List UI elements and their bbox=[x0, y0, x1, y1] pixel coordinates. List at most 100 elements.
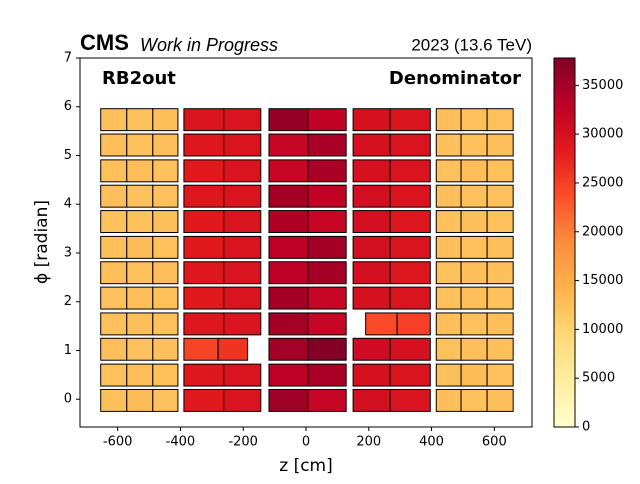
cell bbox=[100, 337, 128, 361]
cell bbox=[223, 210, 262, 234]
y-tick-label: 7 bbox=[64, 51, 72, 66]
x-tick-label: -400 bbox=[166, 435, 196, 450]
cell bbox=[152, 210, 179, 234]
cell bbox=[352, 261, 391, 285]
cell bbox=[389, 184, 431, 208]
colorbar-tick-label: 35000 bbox=[582, 78, 623, 93]
cell bbox=[307, 133, 347, 157]
cell bbox=[126, 184, 154, 208]
y-tick-label: 0 bbox=[64, 392, 72, 407]
cell bbox=[100, 210, 128, 234]
cell bbox=[183, 337, 219, 361]
y-tick-label: 6 bbox=[64, 99, 72, 114]
cell bbox=[486, 337, 514, 361]
cell bbox=[100, 133, 128, 157]
cell bbox=[183, 184, 225, 208]
cell bbox=[389, 286, 431, 310]
cell bbox=[100, 159, 128, 183]
cell bbox=[100, 312, 128, 336]
cell bbox=[435, 210, 462, 234]
x-tick-label: 400 bbox=[419, 435, 444, 450]
cell bbox=[126, 388, 154, 412]
region-label: RB2out bbox=[102, 68, 176, 89]
colorbar-tick-label: 5000 bbox=[582, 371, 615, 386]
cell bbox=[352, 286, 391, 310]
cell bbox=[460, 235, 488, 259]
cell bbox=[183, 286, 225, 310]
cell bbox=[435, 363, 462, 387]
status-label: Work in Progress bbox=[140, 35, 278, 55]
cell bbox=[126, 363, 154, 387]
cell bbox=[223, 184, 262, 208]
cell bbox=[352, 235, 391, 259]
cell bbox=[100, 286, 128, 310]
cell bbox=[152, 363, 179, 387]
cell bbox=[126, 337, 154, 361]
cell bbox=[307, 286, 347, 310]
cell bbox=[307, 159, 347, 183]
colorbar-tick-label: 0 bbox=[582, 420, 590, 435]
cell bbox=[435, 261, 462, 285]
cell bbox=[352, 184, 391, 208]
cell bbox=[352, 210, 391, 234]
cell bbox=[223, 286, 262, 310]
cell bbox=[100, 184, 128, 208]
cell bbox=[389, 108, 431, 132]
cell bbox=[352, 388, 391, 412]
cell bbox=[223, 261, 262, 285]
cell bbox=[307, 388, 347, 412]
cell bbox=[268, 159, 309, 183]
cell bbox=[223, 388, 262, 412]
cell bbox=[183, 261, 225, 285]
cell bbox=[223, 108, 262, 132]
cell bbox=[352, 108, 391, 132]
cell bbox=[460, 184, 488, 208]
cell bbox=[126, 133, 154, 157]
cell bbox=[460, 363, 488, 387]
x-tick-label: -200 bbox=[228, 435, 258, 450]
cell bbox=[435, 286, 462, 310]
colorbar-tick-label: 15000 bbox=[582, 273, 623, 288]
cell bbox=[486, 235, 514, 259]
cell bbox=[435, 388, 462, 412]
x-axis-label: z [cm] bbox=[279, 456, 333, 476]
y-tick-label: 2 bbox=[64, 294, 72, 309]
y-tick-label: 5 bbox=[64, 148, 72, 163]
cell bbox=[126, 235, 154, 259]
cell bbox=[152, 235, 179, 259]
cell bbox=[435, 235, 462, 259]
cell bbox=[307, 210, 347, 234]
cell bbox=[486, 286, 514, 310]
cell bbox=[100, 235, 128, 259]
cell bbox=[307, 337, 347, 361]
cell bbox=[268, 312, 309, 336]
y-tick-label: 4 bbox=[64, 197, 72, 212]
x-tick-label: 600 bbox=[482, 435, 507, 450]
cell bbox=[486, 261, 514, 285]
cell bbox=[268, 286, 309, 310]
cell bbox=[486, 159, 514, 183]
cell bbox=[460, 210, 488, 234]
cell bbox=[486, 363, 514, 387]
cell bbox=[396, 312, 431, 336]
cell bbox=[486, 388, 514, 412]
cell bbox=[486, 108, 514, 132]
cell bbox=[268, 261, 309, 285]
cell bbox=[435, 133, 462, 157]
cell bbox=[389, 133, 431, 157]
cell bbox=[460, 286, 488, 310]
cell bbox=[352, 363, 391, 387]
y-tick-label: 3 bbox=[64, 245, 72, 260]
x-tick-label: 0 bbox=[302, 435, 310, 450]
cell bbox=[268, 133, 309, 157]
cell bbox=[268, 184, 309, 208]
cell bbox=[460, 159, 488, 183]
cell bbox=[389, 235, 431, 259]
cell bbox=[435, 312, 462, 336]
cell bbox=[100, 363, 128, 387]
cell bbox=[268, 235, 309, 259]
cell bbox=[152, 388, 179, 412]
cell bbox=[486, 312, 514, 336]
cell bbox=[435, 337, 462, 361]
